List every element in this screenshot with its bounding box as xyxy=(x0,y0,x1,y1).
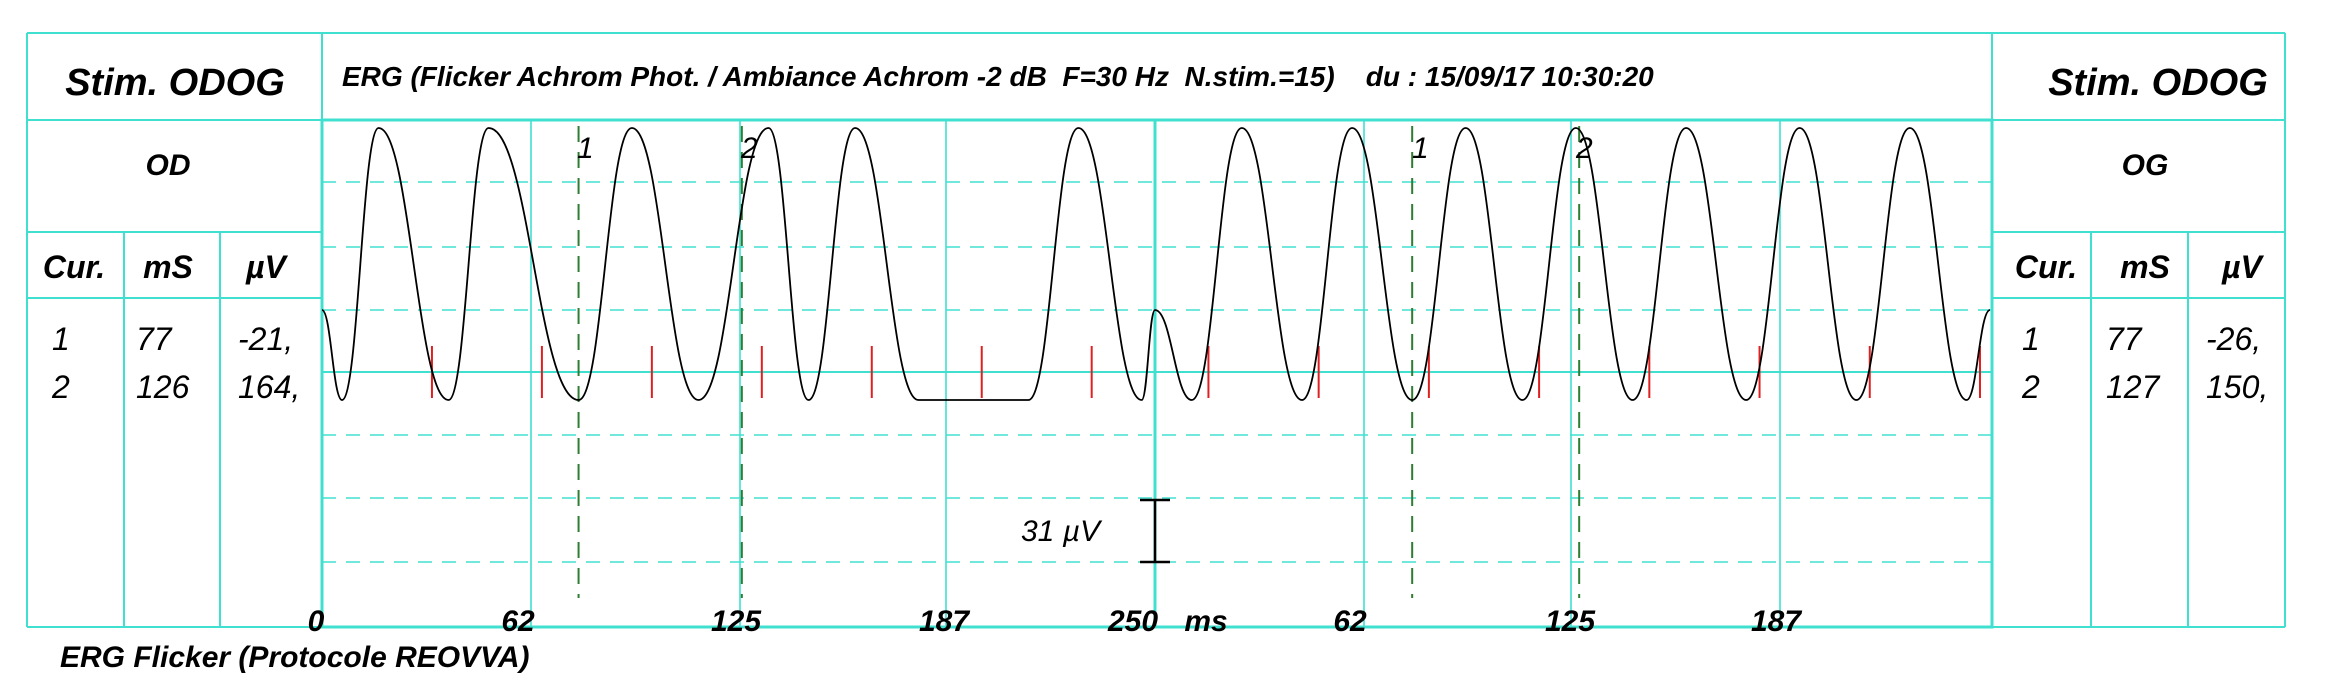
od-cursor-2-label: 2 xyxy=(740,132,758,165)
x-tick-label-187: 187 xyxy=(919,605,970,638)
right-title: Stim. ODOG xyxy=(2048,62,2268,104)
left-row2-uv: 164, xyxy=(238,369,300,405)
right-row1-ms: 77 xyxy=(2106,321,2143,357)
right-row1-cur: 1 xyxy=(2022,321,2040,357)
right-row2-cur: 2 xyxy=(2021,369,2040,405)
x-unit-label: ms xyxy=(1184,605,1227,638)
protocol-caption: ERG Flicker (Protocole REOVVA) xyxy=(60,641,530,674)
cursor-lines xyxy=(577,126,1581,598)
x-tick-label-125: 125 xyxy=(711,605,762,638)
right-row2-ms: 127 xyxy=(2106,369,2161,405)
scale-bar-label: 31 µV xyxy=(1021,515,1103,548)
left-eye-label: OD xyxy=(146,149,191,182)
left-row2-cur: 2 xyxy=(51,369,70,405)
plot-border xyxy=(320,118,1994,629)
x-tick-label-187b: 187 xyxy=(1751,605,1802,638)
od-cursor-1-label: 1 xyxy=(577,132,594,165)
right-col-cur: Cur. xyxy=(2015,249,2077,285)
right-row1-uv: -26, xyxy=(2206,321,2261,357)
x-tick-label-62b: 62 xyxy=(1333,605,1367,638)
og-cursor-2-label: 2 xyxy=(1575,132,1593,165)
x-tick-label-62: 62 xyxy=(501,605,535,638)
left-row1-ms: 77 xyxy=(136,321,173,357)
left-col-ms: mS xyxy=(143,249,193,285)
left-col-uv: µV xyxy=(245,249,288,285)
erg-trace-od xyxy=(321,127,1156,401)
left-row2-ms: 126 xyxy=(136,369,190,405)
stimulus-markers xyxy=(430,346,1981,398)
left-row1-cur: 1 xyxy=(52,321,70,357)
left-row1-uv: -21, xyxy=(238,321,293,357)
x-tick-label-0: 0 xyxy=(308,605,325,638)
right-col-ms: mS xyxy=(2120,249,2170,285)
x-tick-label-125b: 125 xyxy=(1545,605,1596,638)
erg-trace-og xyxy=(1154,127,1991,401)
right-eye-label: OG xyxy=(2122,149,2169,182)
right-row2-uv: 150, xyxy=(2206,369,2268,405)
plot-grid xyxy=(322,120,1992,627)
og-cursor-1-label: 1 xyxy=(1412,132,1429,165)
x-tick-label-250: 250 xyxy=(1107,605,1158,638)
left-col-cur: Cur. xyxy=(43,249,105,285)
right-col-uv: µV xyxy=(2221,249,2264,285)
chart-title: ERG (Flicker Achrom Phot. / Ambiance Ach… xyxy=(342,61,1654,92)
erg-traces xyxy=(321,127,1991,401)
left-title: Stim. ODOG xyxy=(65,62,285,104)
report-frame xyxy=(26,32,2286,629)
amplitude-scale-bar xyxy=(1140,498,1170,564)
